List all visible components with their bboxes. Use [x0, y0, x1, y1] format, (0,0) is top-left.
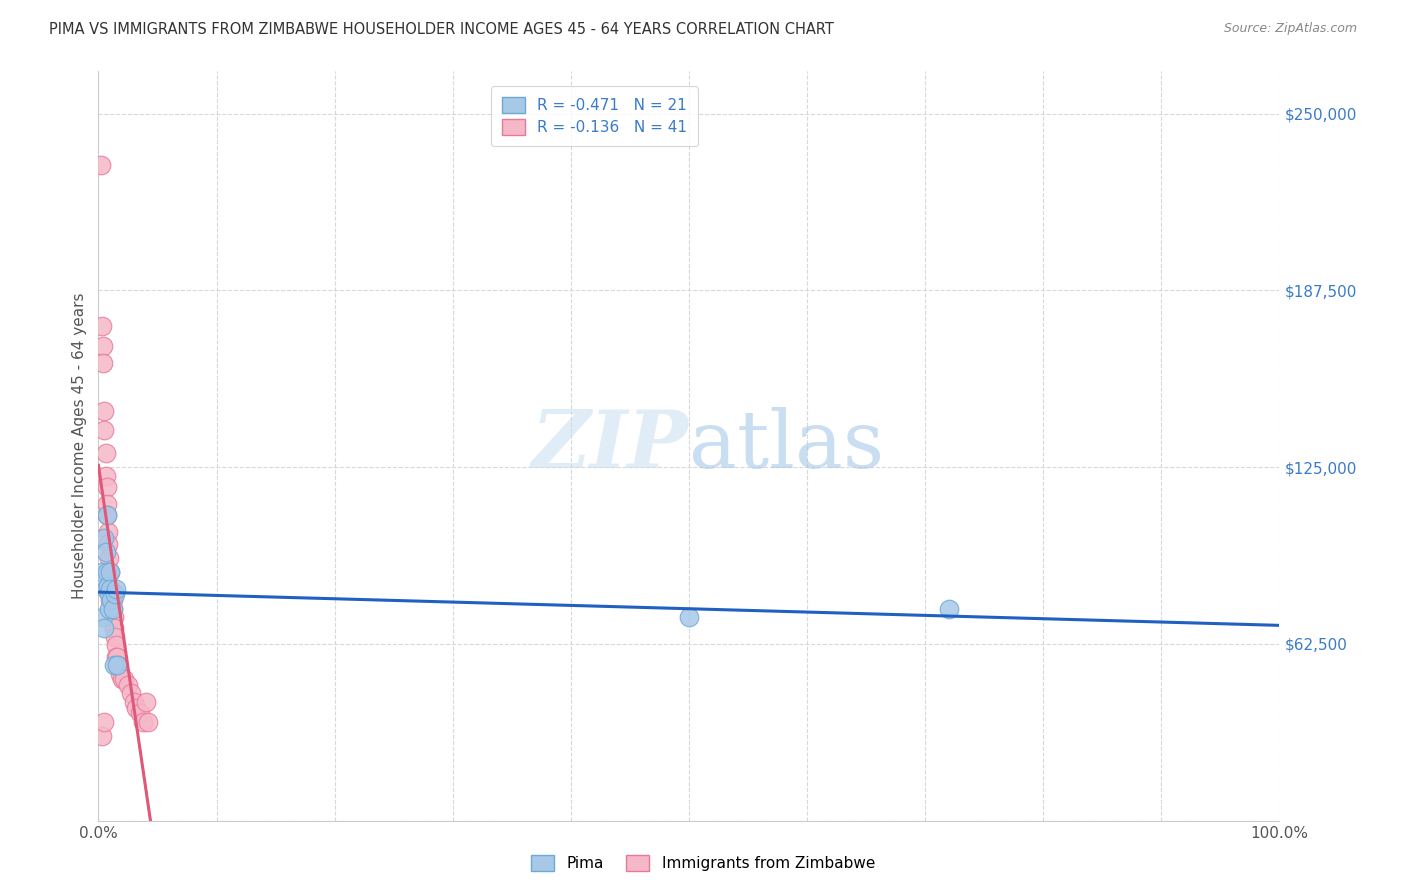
Point	[125, 700, 148, 714]
Legend: Pima, Immigrants from Zimbabwe: Pima, Immigrants from Zimbabwe	[524, 849, 882, 877]
Point	[938, 601, 960, 615]
Point	[105, 658, 128, 673]
Point	[101, 601, 124, 615]
Point	[98, 582, 121, 596]
Point	[103, 621, 125, 635]
Point	[117, 678, 139, 692]
Point	[96, 508, 118, 523]
Point	[97, 579, 120, 593]
Point	[98, 582, 121, 596]
Y-axis label: Householder Income Ages 45 - 64 years: Householder Income Ages 45 - 64 years	[72, 293, 87, 599]
Point	[98, 565, 121, 579]
Point	[111, 673, 134, 687]
Point	[135, 695, 157, 709]
Point	[105, 649, 128, 664]
Point	[678, 610, 700, 624]
Legend: R = -0.471   N = 21, R = -0.136   N = 41: R = -0.471 N = 21, R = -0.136 N = 41	[491, 87, 697, 146]
Point	[107, 658, 129, 673]
Point	[98, 587, 121, 601]
Point	[96, 480, 118, 494]
Point	[105, 638, 128, 652]
Point	[105, 649, 128, 664]
Point	[93, 621, 115, 635]
Point	[90, 158, 112, 172]
Point	[98, 565, 121, 579]
Point	[98, 550, 121, 565]
Point	[121, 686, 143, 700]
Point	[100, 587, 122, 601]
Point	[91, 338, 114, 352]
Point	[105, 582, 128, 596]
Point	[103, 658, 125, 673]
Point	[122, 695, 145, 709]
Point	[93, 531, 115, 545]
Point	[96, 508, 118, 523]
Point	[97, 536, 120, 550]
Point	[104, 587, 127, 601]
Point	[94, 468, 117, 483]
Point	[94, 582, 117, 596]
Point	[91, 565, 114, 579]
Point	[104, 630, 127, 644]
Point	[98, 593, 121, 607]
Point	[103, 610, 125, 624]
Text: Source: ZipAtlas.com: Source: ZipAtlas.com	[1223, 22, 1357, 36]
Point	[91, 610, 114, 624]
Point	[100, 593, 122, 607]
Text: ZIP: ZIP	[531, 408, 689, 484]
Point	[97, 525, 120, 540]
Point	[93, 424, 115, 438]
Text: atlas: atlas	[689, 407, 884, 485]
Point	[91, 729, 114, 743]
Point	[94, 545, 117, 559]
Point	[96, 497, 118, 511]
Text: PIMA VS IMMIGRANTS FROM ZIMBABWE HOUSEHOLDER INCOME AGES 45 - 64 YEARS CORRELATI: PIMA VS IMMIGRANTS FROM ZIMBABWE HOUSEHO…	[49, 22, 834, 37]
Point	[101, 593, 124, 607]
Point	[136, 714, 159, 729]
Point	[91, 318, 114, 333]
Point	[128, 706, 150, 721]
Point	[132, 714, 155, 729]
Point	[98, 601, 121, 615]
Point	[98, 565, 121, 579]
Point	[94, 446, 117, 460]
Point	[93, 403, 115, 417]
Point	[93, 714, 115, 729]
Point	[96, 565, 118, 579]
Point	[101, 601, 124, 615]
Point	[91, 355, 114, 369]
Point	[108, 666, 131, 681]
Point	[112, 673, 135, 687]
